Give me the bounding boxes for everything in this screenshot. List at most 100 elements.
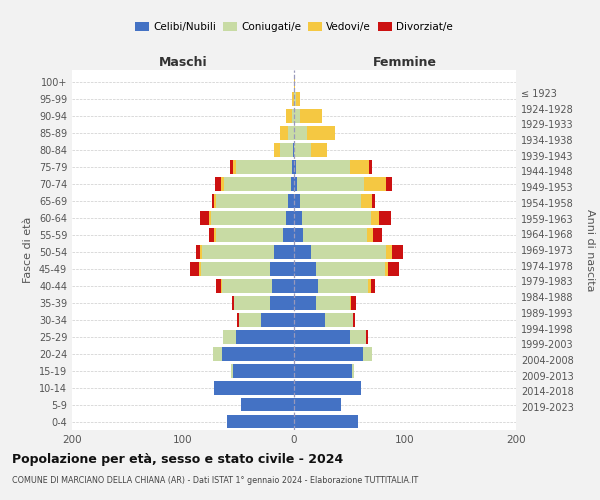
Bar bbox=[386, 177, 392, 190]
Bar bbox=[274, 143, 280, 157]
Bar bbox=[372, 194, 375, 207]
Bar bbox=[241, 398, 294, 411]
Bar bbox=[217, 278, 221, 292]
Bar bbox=[294, 296, 316, 310]
Bar bbox=[296, 92, 299, 106]
Bar bbox=[294, 92, 296, 106]
Bar bbox=[294, 262, 316, 276]
Bar bbox=[214, 380, 294, 394]
Bar bbox=[370, 160, 372, 174]
Bar bbox=[216, 228, 283, 241]
Bar bbox=[202, 244, 274, 258]
Bar bbox=[311, 244, 386, 258]
Bar bbox=[294, 414, 358, 428]
Bar bbox=[216, 194, 289, 207]
Bar bbox=[292, 160, 294, 174]
Bar bbox=[294, 143, 311, 157]
Bar bbox=[299, 109, 322, 123]
Y-axis label: Fasce di età: Fasce di età bbox=[23, 217, 33, 283]
Bar bbox=[234, 296, 269, 310]
Bar bbox=[200, 244, 202, 258]
Bar bbox=[373, 228, 382, 241]
Bar bbox=[223, 330, 236, 344]
Bar bbox=[222, 346, 294, 360]
Bar bbox=[316, 262, 385, 276]
Bar bbox=[227, 414, 294, 428]
Bar bbox=[363, 346, 372, 360]
Bar bbox=[224, 177, 290, 190]
Bar bbox=[260, 312, 294, 326]
Bar bbox=[319, 278, 368, 292]
Bar bbox=[303, 228, 367, 241]
Bar bbox=[385, 262, 388, 276]
Bar bbox=[269, 262, 294, 276]
Bar bbox=[294, 398, 341, 411]
Bar bbox=[292, 109, 294, 123]
Bar bbox=[239, 312, 260, 326]
Bar bbox=[196, 244, 200, 258]
Bar bbox=[221, 278, 222, 292]
Bar bbox=[361, 194, 372, 207]
Bar bbox=[294, 228, 303, 241]
Bar bbox=[294, 211, 302, 224]
Bar bbox=[298, 177, 364, 190]
Bar bbox=[294, 278, 319, 292]
Bar bbox=[199, 262, 201, 276]
Bar bbox=[269, 296, 294, 310]
Bar bbox=[367, 228, 373, 241]
Bar bbox=[307, 126, 335, 140]
Bar bbox=[293, 143, 294, 157]
Bar bbox=[386, 244, 392, 258]
Bar bbox=[299, 194, 361, 207]
Bar bbox=[294, 109, 299, 123]
Bar bbox=[294, 364, 352, 378]
Bar bbox=[231, 364, 233, 378]
Y-axis label: Anni di nascita: Anni di nascita bbox=[584, 209, 595, 291]
Bar bbox=[230, 160, 233, 174]
Bar bbox=[302, 211, 371, 224]
Bar bbox=[238, 312, 239, 326]
Bar bbox=[292, 92, 294, 106]
Bar bbox=[349, 330, 366, 344]
Bar bbox=[272, 278, 294, 292]
Bar bbox=[201, 262, 269, 276]
Bar bbox=[209, 228, 214, 241]
Bar bbox=[236, 330, 294, 344]
Bar bbox=[233, 364, 294, 378]
Bar bbox=[289, 194, 294, 207]
Bar bbox=[214, 228, 217, 241]
Bar bbox=[290, 177, 294, 190]
Bar bbox=[349, 296, 350, 310]
Text: COMUNE DI MARCIANO DELLA CHIANA (AR) - Dati ISTAT 1° gennaio 2024 - Elaborazione: COMUNE DI MARCIANO DELLA CHIANA (AR) - D… bbox=[12, 476, 418, 485]
Bar bbox=[190, 262, 199, 276]
Bar bbox=[392, 244, 403, 258]
Bar bbox=[311, 143, 328, 157]
Bar bbox=[209, 211, 211, 224]
Bar bbox=[296, 160, 349, 174]
Bar bbox=[325, 312, 353, 326]
Bar bbox=[274, 244, 294, 258]
Bar bbox=[221, 177, 224, 190]
Bar bbox=[213, 346, 222, 360]
Bar bbox=[286, 211, 294, 224]
Bar bbox=[289, 126, 294, 140]
Bar bbox=[371, 211, 379, 224]
Bar bbox=[294, 380, 361, 394]
Bar bbox=[211, 211, 286, 224]
Text: Popolazione per età, sesso e stato civile - 2024: Popolazione per età, sesso e stato civil… bbox=[12, 452, 343, 466]
Bar bbox=[280, 143, 293, 157]
Bar bbox=[316, 296, 349, 310]
Bar bbox=[366, 330, 368, 344]
Bar bbox=[212, 194, 214, 207]
Bar bbox=[280, 126, 289, 140]
Bar bbox=[222, 278, 272, 292]
Legend: Celibi/Nubili, Coniugati/e, Vedovi/e, Divorziat/e: Celibi/Nubili, Coniugati/e, Vedovi/e, Di… bbox=[131, 18, 457, 36]
Bar bbox=[294, 346, 363, 360]
Text: Femmine: Femmine bbox=[373, 56, 437, 69]
Bar bbox=[352, 364, 354, 378]
Bar bbox=[294, 244, 311, 258]
Bar bbox=[294, 312, 325, 326]
Bar bbox=[283, 228, 294, 241]
Bar bbox=[214, 194, 217, 207]
Text: Maschi: Maschi bbox=[158, 56, 208, 69]
